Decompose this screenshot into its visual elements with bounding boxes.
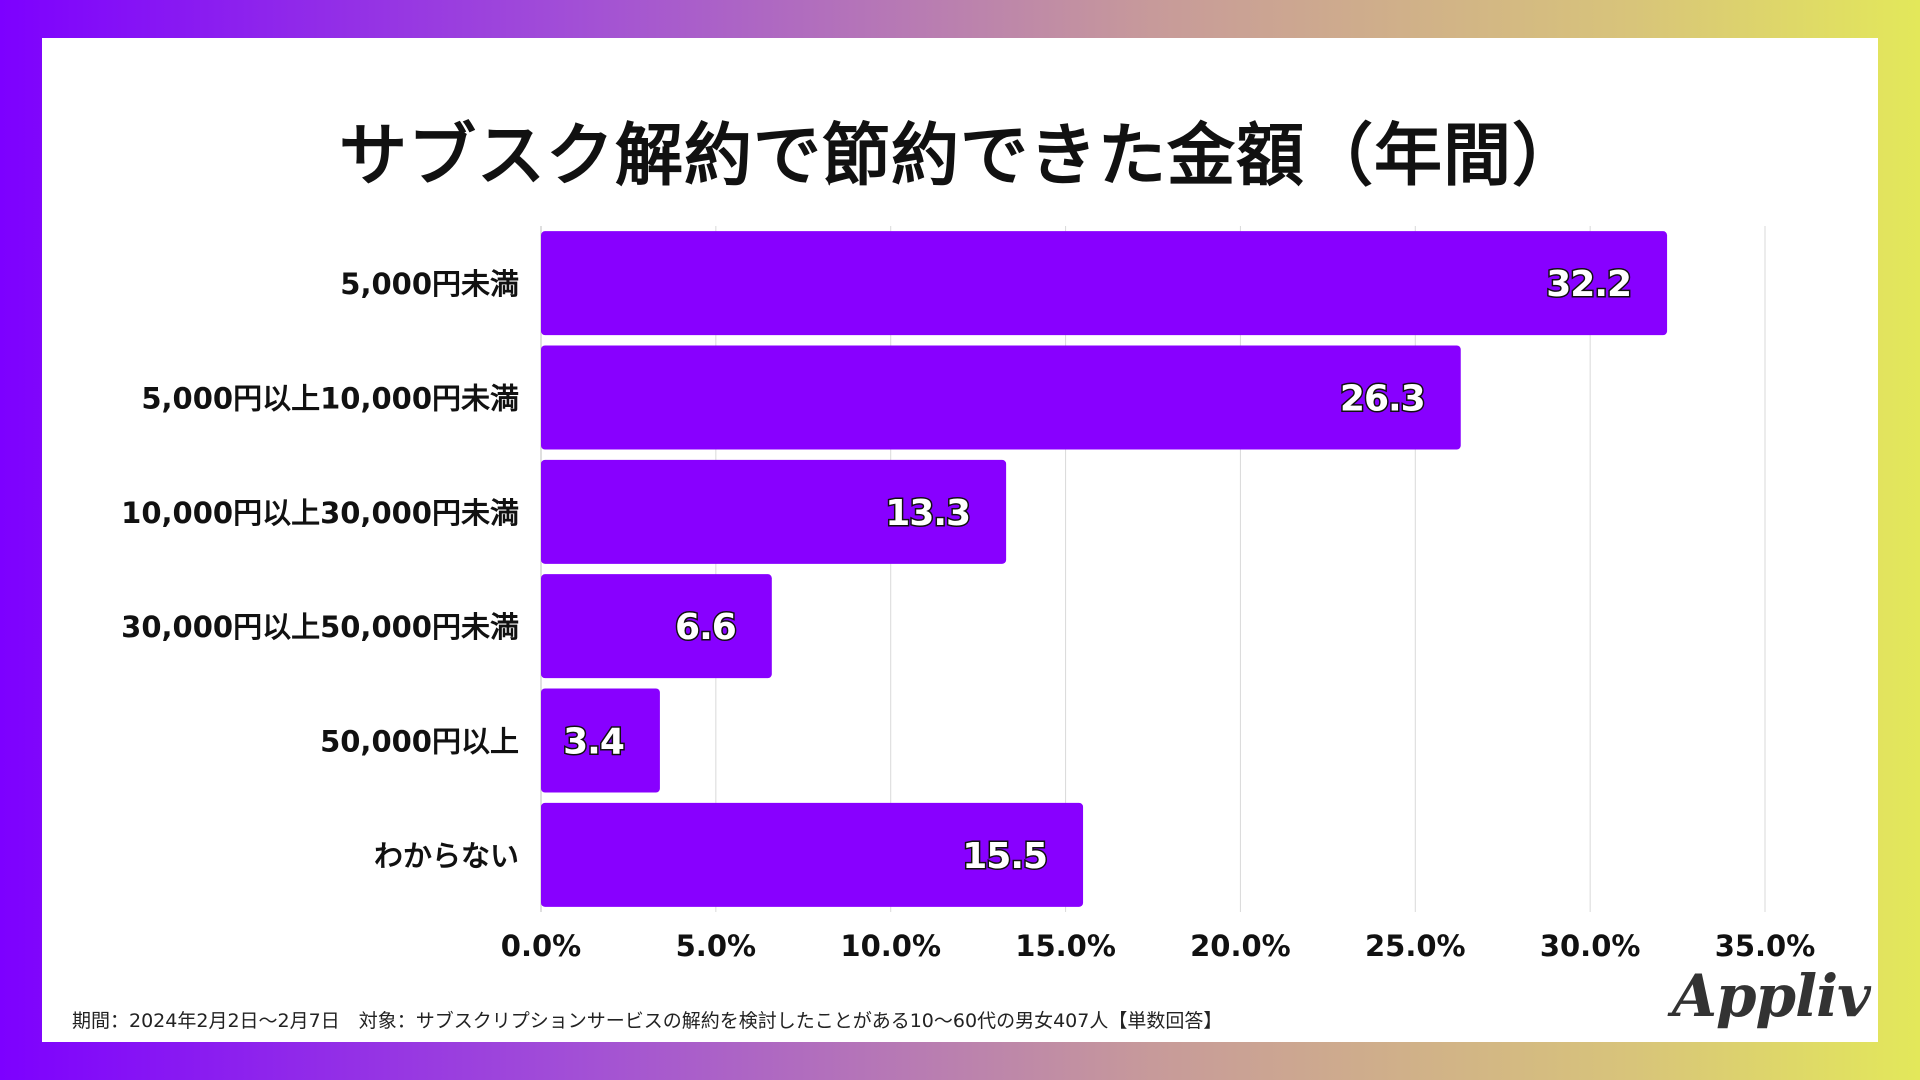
bar <box>541 688 660 793</box>
x-tick-label: 0.0% <box>501 929 581 963</box>
bar <box>541 459 1007 564</box>
x-tick-label: 20.0% <box>1190 929 1291 963</box>
bar <box>541 802 1084 907</box>
category-label: 5,000円以上10,000円未満 <box>141 382 519 416</box>
bar <box>541 345 1461 450</box>
category-label: わからない <box>374 839 519 873</box>
category-label: 50,000円以上 <box>320 725 519 759</box>
chart-card: サブスク解約で節約できた金額（年間） 32.2 26.3 13.3 6.6 3.4 15.… <box>42 38 1878 1042</box>
x-tick-label: 35.0% <box>1715 929 1816 963</box>
category-label: 5,000円未満 <box>340 267 519 301</box>
footnote: 期間：2024年2月2日〜2月7日 対象：サブスクリプションサービスの解約を検討… <box>72 1010 1223 1032</box>
x-tick-label: 25.0% <box>1365 929 1466 963</box>
data-label: 32.2 <box>1546 264 1631 305</box>
bar <box>541 231 1668 336</box>
bar-chart: 32.2 26.3 13.3 6.6 3.4 15.5 5,000円未満 5,000円以上1… <box>121 226 1816 963</box>
chart-title: サブスク解約で節約できた金額（年間） <box>338 117 1581 196</box>
category-label: 30,000円以上50,000円未満 <box>121 610 519 644</box>
data-label: 15.5 <box>962 836 1047 877</box>
bar <box>541 574 772 679</box>
x-tick-label: 30.0% <box>1540 929 1641 963</box>
x-tick-label: 10.0% <box>840 929 941 963</box>
data-label: 3.4 <box>563 722 624 763</box>
data-label: 26.3 <box>1340 379 1425 420</box>
x-tick-label: 15.0% <box>1015 929 1116 963</box>
appliv-logo: Appliv <box>1672 962 1871 1030</box>
category-label: 10,000円以上30,000円未満 <box>121 496 519 530</box>
x-tick-label: 5.0% <box>676 929 756 963</box>
data-label: 13.3 <box>885 493 970 534</box>
data-label: 6.6 <box>675 607 736 648</box>
